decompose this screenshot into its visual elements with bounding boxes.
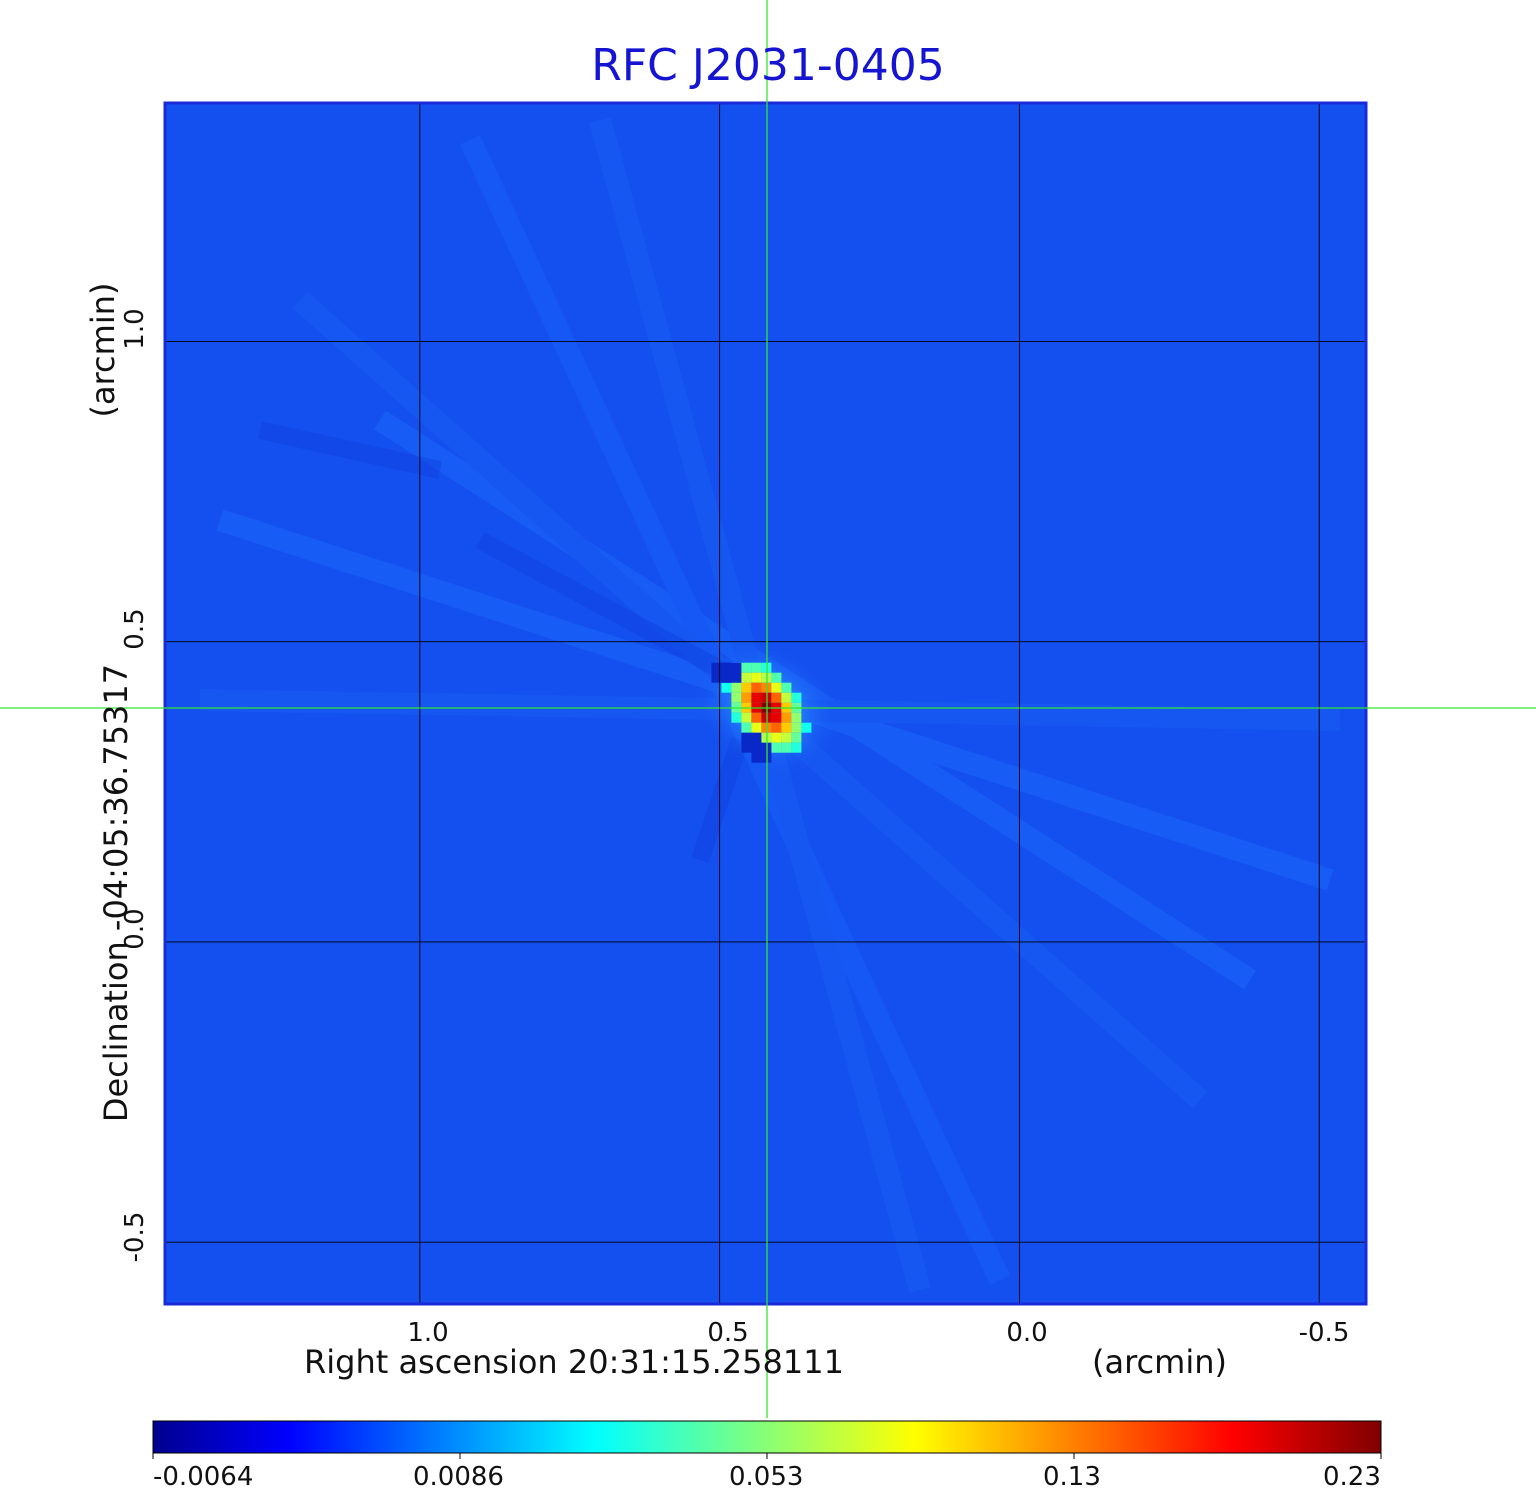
source-pixel: [771, 722, 782, 733]
source-pixel: [781, 712, 792, 723]
source-pixel: [741, 662, 752, 673]
source-pixel: [771, 682, 782, 693]
source-pixel: [791, 732, 802, 743]
colorbar-tick-label: 0.23: [1323, 1462, 1381, 1492]
sidelobe-pixel: [721, 662, 742, 683]
source-pixel: [771, 672, 782, 683]
source-pixel: [721, 682, 732, 693]
colorbar-tick-label: 0.053: [729, 1462, 804, 1492]
source-pixel: [781, 682, 792, 693]
x-tick-label: 0.0: [1006, 1318, 1048, 1348]
source-pixel: [731, 692, 742, 703]
y-tick-label: -0.5: [120, 1211, 150, 1263]
sidelobe-pixel: [751, 742, 772, 763]
source-pixel: [741, 682, 752, 693]
source-pixel: [771, 712, 782, 723]
x-tick-label: 1.0: [407, 1318, 449, 1348]
source-pixel: [781, 732, 792, 743]
source-pixel: [771, 732, 782, 743]
source-pixel: [731, 712, 742, 723]
image-frame: [163, 101, 1368, 1306]
source-pixel: [791, 742, 802, 753]
source-pixel: [741, 712, 752, 723]
chart-title: RFC J2031-0405: [591, 40, 945, 91]
colorbar-tick-label: 0.0086: [413, 1462, 504, 1492]
x-axis-label: Right ascension 20:31:15.258111: [304, 1343, 844, 1381]
source-pixel: [751, 672, 762, 683]
source-pixel: [781, 742, 792, 753]
source-pixel: [731, 682, 742, 693]
colorbar-gradient: [152, 1420, 1382, 1454]
crosshair: [0, 0, 1536, 1418]
source-pixel: [751, 662, 762, 673]
x-axis-unit: (arcmin): [1092, 1343, 1227, 1381]
grid-lines: [165, 103, 1366, 1304]
source-pixel: [791, 712, 802, 723]
source-pixel: [771, 692, 782, 703]
source-pixel: [781, 722, 792, 733]
source-pixel: [751, 712, 762, 723]
y-axis-label: Declination -04:05:36.75317: [97, 663, 135, 1123]
source-pixel: [781, 692, 792, 703]
colorbar: [152, 1420, 1382, 1459]
source-pixel: [801, 722, 812, 733]
source-pixel: [741, 722, 752, 733]
colorbar-tick-label: 0.13: [1043, 1462, 1101, 1492]
y-tick-label: 1.0: [120, 308, 150, 350]
source-pixel: [741, 672, 752, 683]
source-pixel: [771, 742, 782, 753]
source-pixel: [791, 692, 802, 703]
x-tick-label: -0.5: [1298, 1318, 1350, 1348]
source-pixel: [751, 682, 762, 693]
colorbar-ticks: [152, 1453, 1382, 1459]
source-pixel: [741, 692, 752, 703]
colorbar-tick-label: -0.0064: [153, 1462, 254, 1492]
source-pixel: [751, 692, 762, 703]
source-pixel: [751, 722, 762, 733]
source-pixel: [791, 722, 802, 733]
y-axis-unit: (arcmin): [84, 282, 122, 418]
x-tick-label: 0.5: [707, 1318, 749, 1348]
